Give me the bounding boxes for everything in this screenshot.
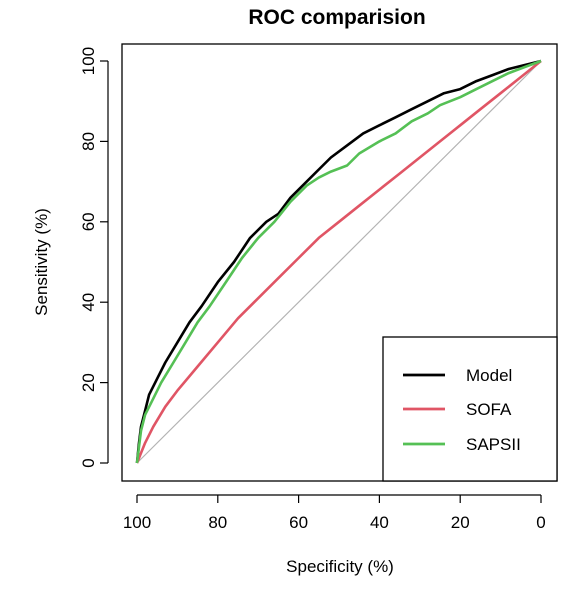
chart-title: ROC comparision <box>248 6 425 29</box>
y-axis-title: Sensitivity (%) <box>32 208 51 316</box>
y-tick-label: 20 <box>79 373 98 392</box>
y-tick-label: 80 <box>79 132 98 151</box>
series-layer <box>135 59 542 464</box>
legend: Model SOFA SAPSII <box>382 336 558 482</box>
series-line-sofa <box>135 59 542 464</box>
y-axis: 0 20 40 60 80 100 <box>79 47 109 468</box>
x-tick-label: 60 <box>289 513 308 532</box>
legend-label-sapsii: SAPSII <box>466 435 521 454</box>
series-line-sapsii <box>135 59 542 464</box>
x-tick-label: 100 <box>123 513 151 532</box>
y-tick-label: 0 <box>79 458 98 467</box>
legend-label-model: Model <box>466 366 512 385</box>
series-line-model <box>135 59 542 464</box>
y-tick-label: 100 <box>79 47 98 75</box>
x-tick-label: 20 <box>451 513 470 532</box>
x-tick-label: 40 <box>370 513 389 532</box>
reference-diagonal <box>136 60 542 464</box>
y-tick-label: 40 <box>79 293 98 312</box>
x-axis: 100 80 60 40 20 0 <box>123 494 546 532</box>
legend-label-sofa: SOFA <box>466 400 512 419</box>
x-tick-label: 80 <box>208 513 227 532</box>
y-tick-label: 60 <box>79 212 98 231</box>
x-axis-title: Specificity (%) <box>286 557 394 576</box>
x-tick-label: 0 <box>536 513 545 532</box>
plot-frame <box>121 43 558 482</box>
